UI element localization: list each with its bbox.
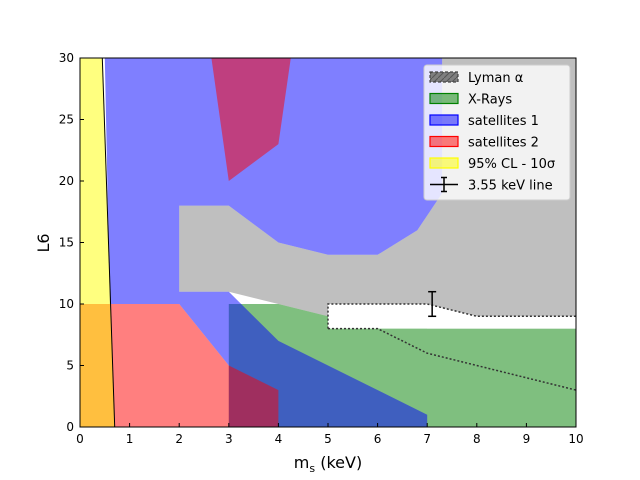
x-tick-label-7: 7 bbox=[423, 432, 431, 446]
legend: Lyman α X-Rays satellites 1 satellites 2 95%… bbox=[423, 64, 571, 201]
x-axis-label: ms (keV) bbox=[294, 453, 362, 475]
region-satellites-1-0 bbox=[104, 58, 443, 427]
region-white-gap bbox=[328, 304, 576, 329]
y-tick-label-10: 10 bbox=[59, 297, 74, 311]
x-axis-label-unit: (keV) bbox=[315, 453, 362, 472]
y-tick-label-0: 0 bbox=[66, 420, 74, 434]
legend-label-errorbar: 3.55 keV line bbox=[468, 179, 553, 194]
region-satellites-2-0 bbox=[211, 58, 291, 181]
y-tick-label-15: 15 bbox=[59, 236, 74, 250]
x-tick-label-1: 1 bbox=[126, 432, 134, 446]
x-tick-label-3: 3 bbox=[225, 432, 233, 446]
legend-label-4: 95% CL - 10σ bbox=[468, 157, 555, 172]
lyman-boundary-0 bbox=[327, 303, 576, 329]
x-axis: 0 1 2 3 4 5 6 7 8 9 10 bbox=[76, 423, 584, 446]
legend-swatch-4 bbox=[429, 157, 459, 169]
lyman-boundary-1 bbox=[328, 327, 576, 391]
y-tick-label-25: 25 bbox=[59, 113, 74, 127]
x-tick-label-8: 8 bbox=[473, 432, 481, 446]
legend-box bbox=[423, 64, 571, 201]
legend-label-0: Lyman α bbox=[468, 71, 523, 86]
x-tick-label-9: 9 bbox=[523, 432, 531, 446]
x-tick-label-6: 6 bbox=[374, 432, 382, 446]
legend-label-1: X-Rays bbox=[468, 93, 512, 108]
legend-swatch-3 bbox=[429, 135, 459, 148]
region-satellites-2-1 bbox=[80, 304, 279, 427]
x-tick-label-2: 2 bbox=[175, 432, 183, 446]
legend-swatch-1 bbox=[429, 92, 459, 105]
y-axis: 0 5 10 15 20 25 30 bbox=[59, 51, 84, 434]
errorbar-3-55-kev bbox=[428, 290, 437, 318]
legend-swatch-0 bbox=[429, 71, 459, 83]
boundary-line-0 bbox=[101, 58, 116, 427]
y-axis-label: L6 bbox=[34, 233, 53, 252]
x-tick-label-5: 5 bbox=[324, 432, 332, 446]
y-tick-label-20: 20 bbox=[59, 174, 74, 188]
x-tick-label-4: 4 bbox=[275, 432, 283, 446]
y-tick-label-30: 30 bbox=[59, 51, 74, 65]
y-tick-label-5: 5 bbox=[66, 359, 74, 373]
region-95-cl-10--0 bbox=[80, 58, 115, 427]
legend-swatch-2 bbox=[429, 114, 459, 126]
x-axis-label-subscript: s bbox=[309, 462, 315, 475]
legend-label-2: satellites 1 bbox=[468, 114, 539, 129]
x-tick-label-10: 10 bbox=[568, 432, 583, 446]
x-tick-label-0: 0 bbox=[76, 432, 84, 446]
legend-label-3: satellites 2 bbox=[468, 136, 539, 151]
